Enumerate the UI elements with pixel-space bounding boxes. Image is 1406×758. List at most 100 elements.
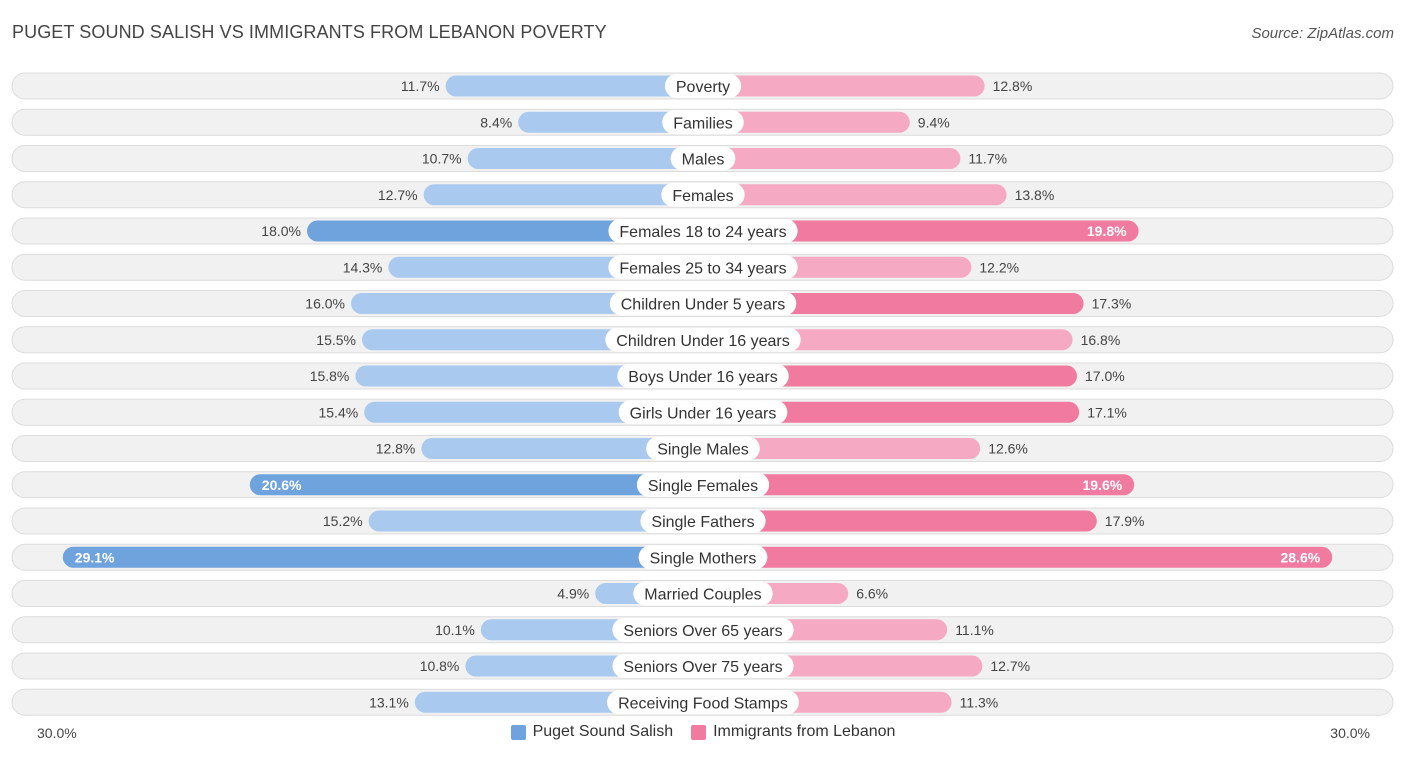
category-label-receiving-food-stamps: Receiving Food Stamps	[618, 695, 788, 712]
category-pill-families	[662, 110, 744, 135]
bar-immigrants-from-lebanon-single-mothers	[703, 546, 1333, 568]
value-label-puget-sound-salish-seniors-over-65-years: 10.1%	[435, 622, 475, 638]
source-credit: Source: ZipAtlas.com	[1251, 25, 1394, 42]
bar-puget-sound-salish-females	[423, 184, 703, 206]
category-label-girls-under-16-years: Girls Under 16 years	[630, 405, 777, 422]
category-label-seniors-over-75-years: Seniors Over 75 years	[623, 659, 782, 676]
category-label-married-couples: Married Couples	[644, 587, 761, 604]
bar-immigrants-from-lebanon-girls-under-16-years	[703, 401, 1080, 423]
legend: Puget Sound Salish Immigrants from Leban…	[0, 723, 1406, 741]
value-label-puget-sound-salish-females: 12.7%	[378, 187, 418, 203]
category-pill-females-25-to-34-years	[608, 255, 798, 280]
category-label-females: Females	[672, 188, 733, 205]
value-label-immigrants-from-lebanon-single-fathers: 17.9%	[1105, 513, 1145, 529]
legend-swatch-blue	[510, 724, 526, 740]
value-label-puget-sound-salish-girls-under-16-years: 15.4%	[318, 404, 358, 420]
bar-immigrants-from-lebanon-single-fathers	[703, 510, 1097, 532]
legend-item-immigrants-from-lebanon[interactable]: Immigrants from Lebanon	[691, 723, 895, 741]
category-pill-single-fathers	[640, 509, 766, 533]
value-label-puget-sound-salish-families: 8.4%	[480, 114, 512, 130]
value-label-immigrants-from-lebanon-children-under-5-years: 17.3%	[1092, 296, 1132, 312]
value-label-puget-sound-salish-single-fathers: 15.2%	[323, 513, 363, 529]
legend-swatch-pink	[691, 724, 707, 740]
category-label-families: Families	[673, 115, 733, 132]
value-label-puget-sound-salish-married-couples: 4.9%	[557, 586, 589, 602]
bar-immigrants-from-lebanon-boys-under-16-years	[703, 365, 1077, 387]
bar-puget-sound-salish-families	[518, 111, 703, 133]
category-pill-seniors-over-65-years	[612, 617, 794, 642]
category-pill-boys-under-16-years	[617, 364, 789, 388]
category-label-females-18-to-24-years: Females 18 to 24 years	[619, 224, 786, 241]
bar-puget-sound-salish-males	[467, 148, 703, 169]
value-label-immigrants-from-lebanon-families: 9.4%	[918, 114, 950, 130]
value-label-immigrants-from-lebanon-males: 11.7%	[968, 151, 1007, 167]
category-pill-married-couples	[633, 581, 773, 606]
category-pill-females	[661, 182, 745, 207]
legend-label: Immigrants from Lebanon	[713, 723, 896, 740]
bar-immigrants-from-lebanon-females	[703, 184, 1007, 206]
value-label-puget-sound-salish-single-males: 12.8%	[376, 441, 416, 457]
bar-immigrants-from-lebanon-children-under-5-years	[703, 293, 1084, 314]
bar-immigrants-from-lebanon-females-18-to-24-years	[703, 220, 1139, 242]
category-pill-receiving-food-stamps	[607, 690, 799, 715]
category-pill-children-under-5-years	[609, 291, 797, 316]
value-label-puget-sound-salish-females-18-to-24-years: 18.0%	[261, 223, 301, 239]
value-label-immigrants-from-lebanon-seniors-over-65-years: 11.1%	[955, 622, 994, 638]
category-pill-males	[670, 146, 736, 171]
category-label-single-fathers: Single Fathers	[651, 514, 754, 531]
category-pill-single-females	[636, 472, 770, 497]
value-label-puget-sound-salish-seniors-over-75-years: 10.8%	[420, 658, 460, 674]
value-label-immigrants-from-lebanon-seniors-over-75-years: 12.7%	[990, 658, 1030, 674]
bar-puget-sound-salish-single-mothers	[62, 546, 704, 568]
value-label-puget-sound-salish-boys-under-16-years: 15.8%	[310, 368, 350, 384]
value-label-immigrants-from-lebanon-children-under-16-years: 16.8%	[1081, 332, 1121, 348]
category-label-females-25-to-34-years: Females 25 to 34 years	[619, 260, 786, 277]
bar-puget-sound-salish-single-females	[249, 474, 704, 496]
category-label-boys-under-16-years: Boys Under 16 years	[628, 369, 777, 386]
value-label-puget-sound-salish-poverty: 11.7%	[401, 78, 440, 94]
bar-puget-sound-salish-single-fathers	[368, 510, 703, 532]
value-label-puget-sound-salish-receiving-food-stamps: 13.1%	[369, 694, 409, 710]
legend-item-puget-sound-salish[interactable]: Puget Sound Salish	[510, 723, 673, 741]
axis-max-label: 30.0%	[1330, 725, 1370, 741]
value-label-puget-sound-salish-children-under-16-years: 15.5%	[316, 332, 356, 348]
bar-puget-sound-salish-boys-under-16-years	[355, 365, 703, 387]
value-label-immigrants-from-lebanon-females: 13.8%	[1015, 187, 1055, 203]
category-label-single-females: Single Females	[648, 478, 758, 495]
value-label-immigrants-from-lebanon-girls-under-16-years: 17.1%	[1087, 404, 1127, 420]
category-pill-single-males	[646, 436, 760, 461]
bar-immigrants-from-lebanon-poverty	[703, 75, 985, 97]
category-label-poverty: Poverty	[676, 79, 730, 96]
category-pill-poverty	[664, 74, 742, 98]
bar-puget-sound-salish-poverty	[445, 75, 703, 97]
category-pill-single-mothers	[638, 545, 768, 570]
axis-min-label: 30.0%	[37, 725, 77, 741]
value-label-immigrants-from-lebanon-females-18-to-24-years: 19.8%	[1087, 223, 1127, 239]
value-label-puget-sound-salish-males: 10.7%	[422, 151, 462, 167]
value-label-immigrants-from-lebanon-single-mothers: 28.6%	[1280, 549, 1320, 565]
category-label-males: Males	[682, 152, 725, 169]
value-label-immigrants-from-lebanon-boys-under-16-years: 17.0%	[1085, 368, 1125, 384]
category-label-children-under-16-years: Children Under 16 years	[616, 333, 789, 350]
bar-immigrants-from-lebanon-families	[703, 111, 910, 133]
bar-immigrants-from-lebanon-single-males	[703, 438, 981, 459]
category-pill-children-under-16-years	[605, 327, 801, 352]
value-label-immigrants-from-lebanon-receiving-food-stamps: 11.3%	[960, 694, 999, 710]
bar-puget-sound-salish-females-18-to-24-years	[307, 220, 703, 242]
category-label-single-males: Single Males	[657, 442, 749, 459]
bar-puget-sound-salish-single-males	[421, 438, 703, 459]
category-label-seniors-over-65-years: Seniors Over 65 years	[623, 623, 782, 640]
category-pill-girls-under-16-years	[618, 400, 788, 425]
category-pill-females-18-to-24-years	[608, 219, 798, 243]
category-label-children-under-5-years: Children Under 5 years	[621, 297, 786, 314]
value-label-immigrants-from-lebanon-females-25-to-34-years: 12.2%	[979, 259, 1019, 275]
bar-immigrants-from-lebanon-single-females	[703, 474, 1135, 496]
chart-title: PUGET SOUND SALISH VS IMMIGRANTS FROM LE…	[12, 22, 607, 42]
value-label-immigrants-from-lebanon-single-females: 19.6%	[1082, 477, 1122, 493]
value-label-puget-sound-salish-single-mothers: 29.1%	[75, 549, 115, 565]
value-label-puget-sound-salish-single-females: 20.6%	[262, 477, 302, 493]
bar-immigrants-from-lebanon-males	[703, 148, 961, 169]
value-label-puget-sound-salish-females-25-to-34-years: 14.3%	[343, 259, 383, 275]
category-label-single-mothers: Single Mothers	[650, 550, 757, 567]
